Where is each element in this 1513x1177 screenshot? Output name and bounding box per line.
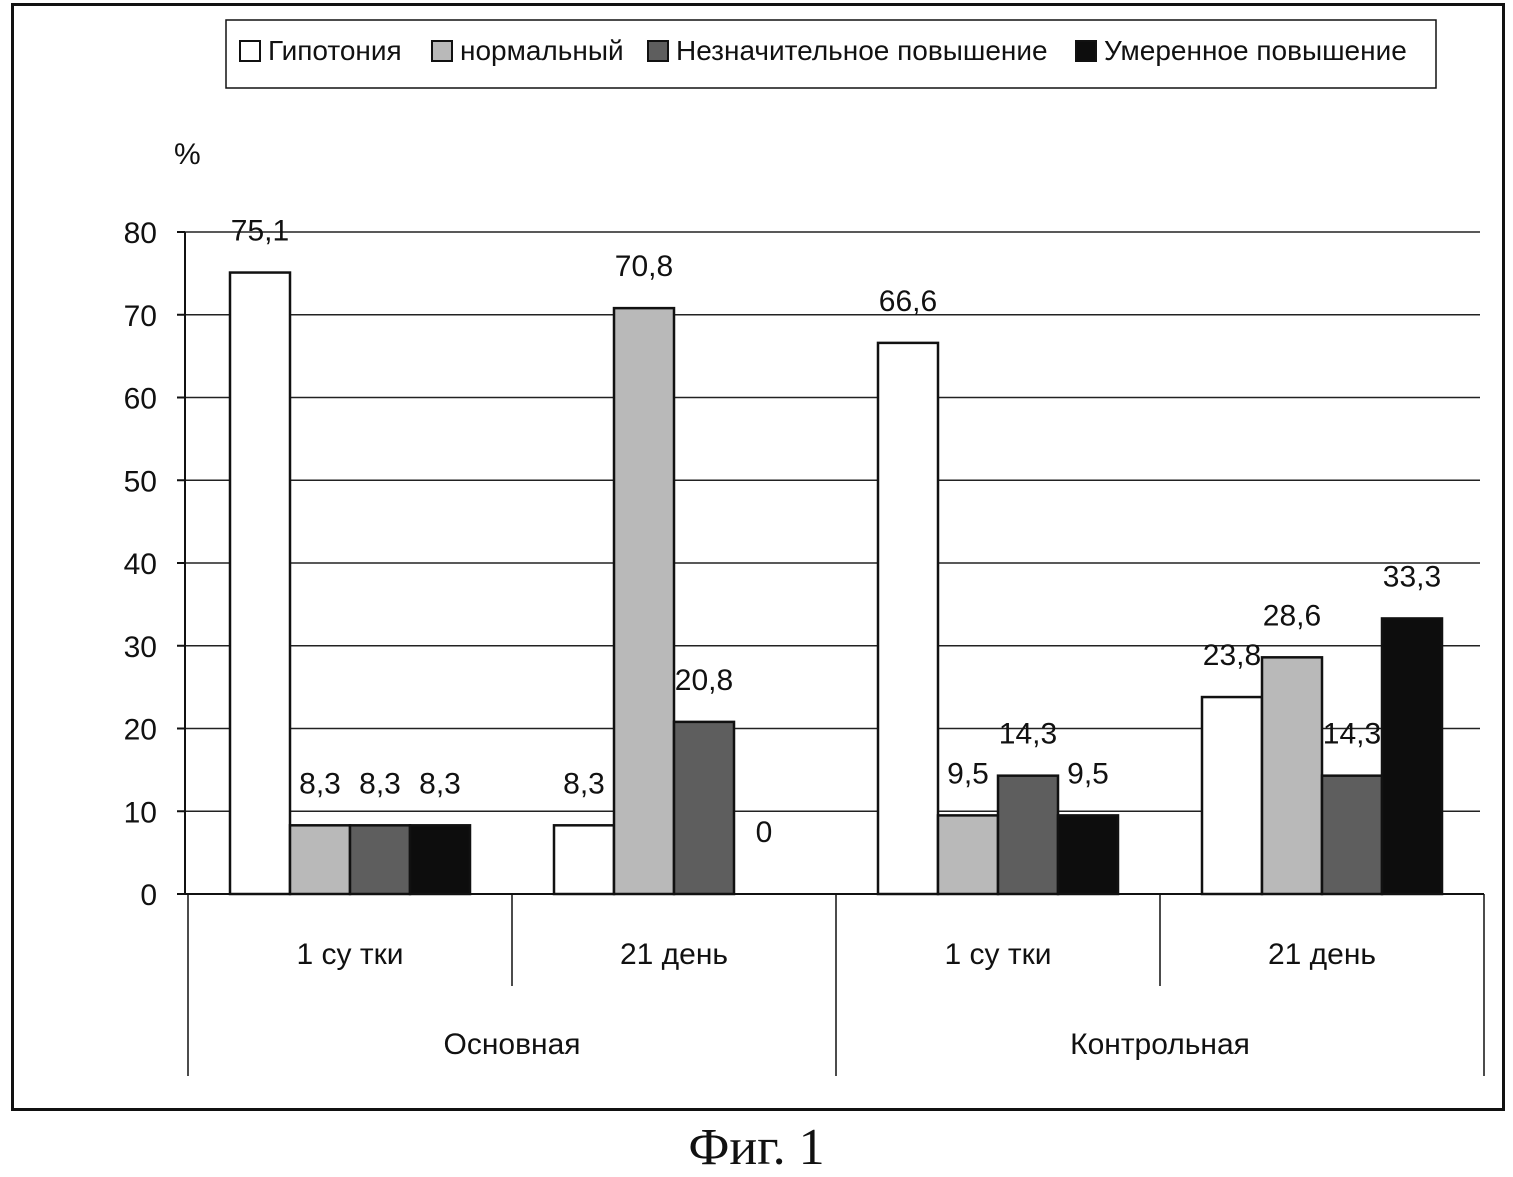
bar (614, 308, 674, 894)
bar (1382, 618, 1442, 894)
bar (1202, 697, 1262, 894)
bar (998, 776, 1058, 894)
y-tick-label: 40 (124, 548, 157, 581)
category-label: 1 су тки (945, 938, 1052, 971)
data-label: 20,8 (675, 664, 733, 697)
data-label: 70,8 (615, 250, 673, 283)
bar (1058, 815, 1118, 894)
data-label: 33,3 (1383, 560, 1441, 593)
legend-swatch (648, 41, 668, 61)
chart-frame: 0 10 20 30 40 50 60 70 80% 1 су тки 21 день Основна… (11, 3, 1505, 1111)
group-label: Основная (443, 1028, 580, 1061)
data-label: 28,6 (1263, 599, 1321, 632)
bar (674, 722, 734, 894)
bar (1322, 776, 1382, 894)
bar (410, 825, 470, 894)
data-label: 8,3 (563, 767, 605, 800)
data-label: 8,3 (299, 767, 341, 800)
data-label: 8,3 (359, 767, 401, 800)
y-tick-label: 30 (124, 631, 157, 664)
y-tick-label: 70 (124, 300, 157, 333)
bar (290, 825, 350, 894)
y-axis-label: % (174, 138, 201, 171)
legend-swatch (1076, 41, 1096, 61)
y-tick-label: 50 (124, 465, 157, 498)
data-label: 9,5 (1067, 757, 1109, 790)
legend-label: Гипотония (268, 35, 402, 66)
data-label: 23,8 (1203, 639, 1261, 672)
bar (1262, 657, 1322, 894)
category-label: 21 день (620, 938, 728, 971)
bar (350, 825, 410, 894)
bar (878, 343, 938, 894)
bar (938, 815, 998, 894)
data-label: 9,5 (947, 757, 989, 790)
group-label: Контрольная (1070, 1028, 1250, 1061)
y-tick-label: 60 (124, 383, 157, 416)
y-tick-label: 80 (124, 217, 157, 250)
legend-label: Незначительное повышение (676, 35, 1048, 66)
category-label: 21 день (1268, 938, 1376, 971)
legend-label: нормальный (460, 35, 624, 66)
data-label: 14,3 (999, 718, 1057, 751)
data-label: 14,3 (1323, 718, 1381, 751)
y-tick-label: 0 (140, 879, 157, 912)
category-label: 1 су тки (297, 938, 404, 971)
bar-chart: 0 10 20 30 40 50 60 70 80% 1 су тки 21 день Основна… (14, 6, 1508, 1114)
legend-swatch (240, 41, 260, 61)
data-label: 66,6 (879, 285, 937, 318)
data-label: 75,1 (231, 215, 289, 248)
data-label: 0 (756, 816, 773, 849)
y-tick-label: 10 (124, 796, 157, 829)
y-tick-label: 20 (124, 714, 157, 747)
data-label: 8,3 (419, 767, 461, 800)
legend-swatch (432, 41, 452, 61)
legend-label: Умеренное повышение (1104, 35, 1407, 66)
bar (554, 825, 614, 894)
figure-caption: Фиг. 1 (0, 1118, 1513, 1177)
bar (230, 273, 290, 894)
